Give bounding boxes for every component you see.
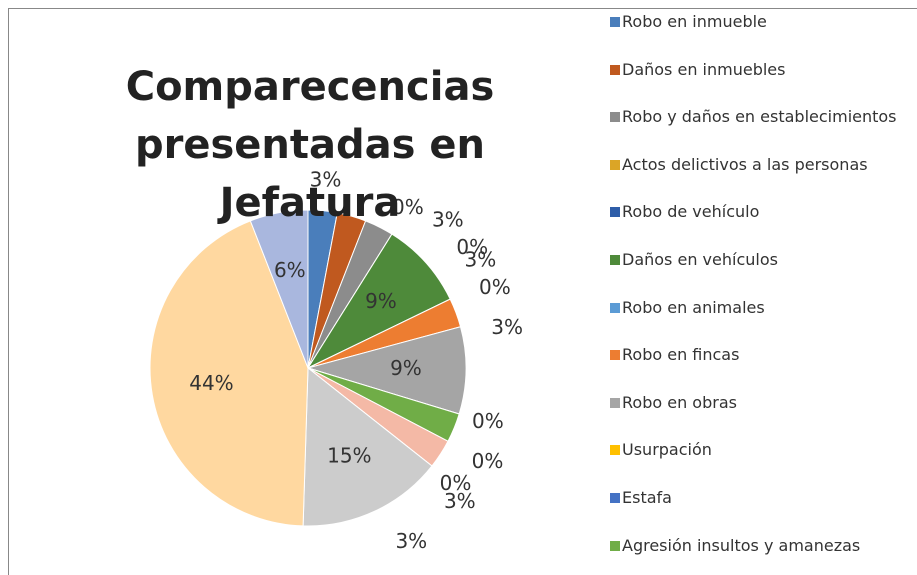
legend-label: Robo y daños en establecimientos	[622, 107, 897, 127]
data-label: 0%	[392, 195, 424, 219]
legend-item: Daños en inmuebles	[610, 59, 912, 80]
data-label: 0%	[479, 275, 511, 299]
data-label: 9%	[390, 356, 422, 380]
legend-label: Robo en obras	[622, 392, 737, 412]
legend-item: Actos delictivos a las personas	[610, 154, 912, 175]
legend-item: Robo en obras	[610, 392, 912, 413]
legend-label: Estafa	[622, 488, 672, 507]
legend-swatch	[610, 207, 620, 218]
legend-swatch	[610, 64, 620, 75]
legend-item: Robo en animales	[610, 297, 912, 318]
legend-swatch	[610, 255, 620, 265]
data-label: 6%	[274, 258, 306, 282]
legend-swatch	[610, 350, 620, 361]
legend-label: Usurpación	[622, 440, 712, 460]
legend-swatch	[610, 540, 620, 551]
data-label: 0%	[456, 235, 488, 259]
chart-border	[8, 8, 917, 575]
pie-slice	[249, 209, 309, 369]
legend-item: Robo de vehículo	[610, 202, 912, 222]
pie-slice	[306, 326, 467, 415]
legend-swatch	[610, 493, 620, 503]
data-label: 0%	[472, 409, 504, 433]
legend-swatch	[610, 159, 620, 170]
pie-slice	[149, 220, 309, 527]
pie-slice	[306, 233, 451, 370]
legend-swatch	[610, 445, 620, 456]
legend-label: Daños en inmuebles	[622, 59, 786, 79]
legend-label: Agresión insultos y amanezas	[622, 535, 861, 555]
data-label: 44%	[189, 371, 233, 395]
legend-swatch	[610, 397, 620, 408]
pie-slice	[302, 366, 433, 527]
data-label: 9%	[365, 289, 397, 313]
legend-item: Agresión insultos y amanezas	[610, 535, 912, 556]
legend-label: Robo en fincas	[622, 345, 740, 365]
data-label: 0%	[440, 471, 472, 495]
chart-title: Comparecencias presentadas en Jefatura	[125, 64, 495, 226]
data-label: 3%	[310, 167, 342, 191]
legend-item: Robo en inmueble	[610, 12, 912, 32]
legend-item: Estafa	[610, 488, 912, 508]
data-label: 3%	[395, 529, 427, 553]
data-label: 15%	[327, 443, 371, 467]
legend-label: Robo en inmueble	[622, 12, 767, 31]
data-label: 3%	[432, 207, 464, 231]
data-label: 3%	[491, 315, 523, 339]
legend-item: Daños en vehículos	[610, 250, 912, 270]
legend-label: Robo de vehículo	[622, 202, 760, 222]
data-label: 0%	[472, 449, 504, 473]
legend-swatch	[610, 302, 620, 313]
legend-swatch	[610, 112, 620, 123]
legend-item: Robo en fincas	[610, 345, 912, 365]
data-label: 3%	[465, 247, 497, 271]
legend-item: Robo y daños en establecimientos	[610, 107, 912, 127]
legend-label: Daños en vehículos	[622, 250, 778, 269]
legend-label: Actos delictivos a las personas	[622, 154, 868, 174]
legend-label: Robo en animales	[622, 297, 765, 317]
legend-item: Usurpación	[610, 440, 912, 460]
legend-swatch	[610, 17, 620, 27]
data-label: 3%	[444, 489, 476, 513]
